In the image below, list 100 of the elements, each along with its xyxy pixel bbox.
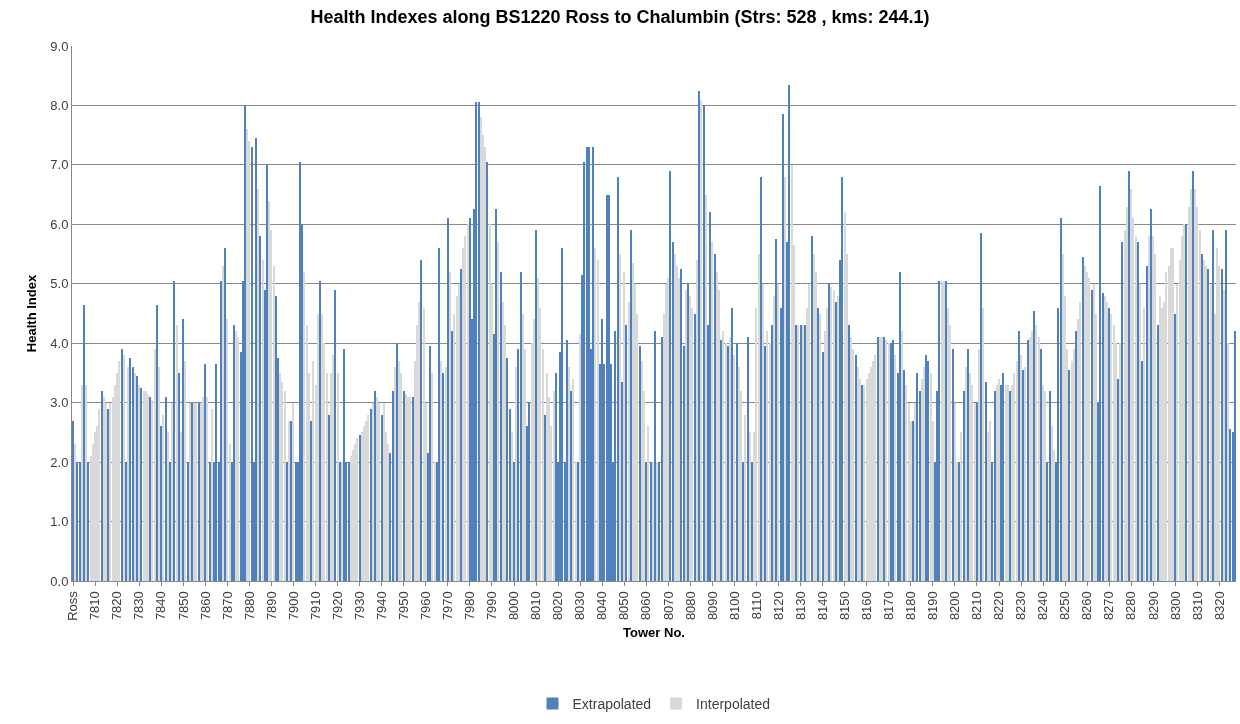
bar xyxy=(561,248,563,581)
bar xyxy=(784,177,786,581)
bar xyxy=(506,358,508,581)
bar xyxy=(480,117,482,581)
bar xyxy=(376,397,378,581)
chart-title: Health Indexes along BS1220 Ross to Chalumbin (Strs: 528 , kms: 244.1) xyxy=(310,7,930,28)
bar xyxy=(497,242,499,581)
bar xyxy=(72,421,74,581)
bar xyxy=(1139,284,1141,581)
bar xyxy=(742,462,744,581)
bar xyxy=(1020,355,1022,581)
bar xyxy=(475,102,477,581)
bar xyxy=(1212,230,1214,581)
bar xyxy=(275,296,277,581)
x-tick-label: 7920 xyxy=(329,591,345,621)
bar xyxy=(266,165,268,581)
bar xyxy=(392,391,394,581)
x-tick-label: 8240 xyxy=(1035,591,1051,621)
bar xyxy=(398,361,400,581)
bar xyxy=(515,367,517,581)
bar xyxy=(722,331,724,581)
bar xyxy=(791,165,793,581)
bar xyxy=(286,462,288,581)
bar xyxy=(1068,370,1070,581)
bar xyxy=(738,367,740,581)
bar xyxy=(694,314,696,581)
x-tick-label: 7910 xyxy=(307,591,323,621)
bar xyxy=(442,373,444,581)
x-tick-label: 7970 xyxy=(440,591,456,621)
x-tick-label: 7980 xyxy=(462,591,478,621)
bar xyxy=(343,349,345,581)
bar xyxy=(705,195,707,581)
bar xyxy=(1130,189,1132,581)
bar xyxy=(760,177,762,581)
bar xyxy=(292,403,294,581)
x-tick-label: 8270 xyxy=(1101,591,1117,621)
bar xyxy=(985,382,987,581)
bar xyxy=(1031,331,1033,581)
bar xyxy=(312,361,314,581)
bar xyxy=(833,290,835,581)
bar xyxy=(1121,242,1123,581)
x-tick-label: 8230 xyxy=(1013,591,1029,621)
bar xyxy=(76,462,78,581)
bar xyxy=(841,177,843,581)
bar xyxy=(502,302,504,581)
bar xyxy=(899,272,901,581)
bar xyxy=(808,284,810,581)
x-tick-label: 8250 xyxy=(1057,591,1073,621)
bar xyxy=(674,254,676,581)
bar xyxy=(224,248,226,581)
bar xyxy=(528,403,530,581)
bar xyxy=(154,349,156,581)
bar xyxy=(592,147,594,581)
bar xyxy=(1049,391,1051,581)
bar xyxy=(647,426,649,581)
bar xyxy=(998,379,1000,581)
x-tick-label: 8320 xyxy=(1211,591,1227,621)
bar xyxy=(233,325,235,581)
bar xyxy=(696,260,698,581)
bar xyxy=(747,337,749,581)
bar xyxy=(632,263,634,581)
bar xyxy=(980,233,982,581)
bar xyxy=(736,343,738,581)
bar xyxy=(370,409,372,581)
bar xyxy=(969,373,971,581)
bar xyxy=(209,462,211,581)
x-tick-label: 8020 xyxy=(550,591,566,621)
bar xyxy=(1062,254,1064,581)
bar xyxy=(317,314,319,581)
bar xyxy=(226,319,228,581)
x-tick-label: 7890 xyxy=(263,591,279,621)
y-tick-label: 2.0 xyxy=(50,454,69,470)
bar xyxy=(777,284,779,581)
bar xyxy=(279,373,281,581)
bar xyxy=(486,162,488,581)
bar xyxy=(1201,254,1203,581)
bar xyxy=(394,367,396,581)
bar xyxy=(771,325,773,581)
bar xyxy=(1137,242,1139,581)
bar xyxy=(449,272,451,581)
bar xyxy=(819,314,821,581)
bar xyxy=(844,212,846,581)
bar xyxy=(396,343,398,581)
x-tick-label: 8220 xyxy=(991,591,1007,621)
bar xyxy=(916,373,918,581)
bar xyxy=(689,296,691,581)
bar xyxy=(700,100,702,581)
bar xyxy=(1035,325,1037,581)
x-tick-label: 8210 xyxy=(969,591,985,621)
y-tick-label: 5.0 xyxy=(50,276,69,292)
bar xyxy=(178,373,180,581)
bar xyxy=(1042,385,1044,581)
bar xyxy=(1093,284,1095,581)
x-tick-label: 8010 xyxy=(528,591,544,621)
x-tick-label: 8040 xyxy=(594,591,610,621)
x-tick-label: 7820 xyxy=(109,591,125,621)
bar xyxy=(848,325,850,581)
bar xyxy=(762,284,764,581)
bar xyxy=(81,385,83,581)
bar xyxy=(211,409,213,581)
